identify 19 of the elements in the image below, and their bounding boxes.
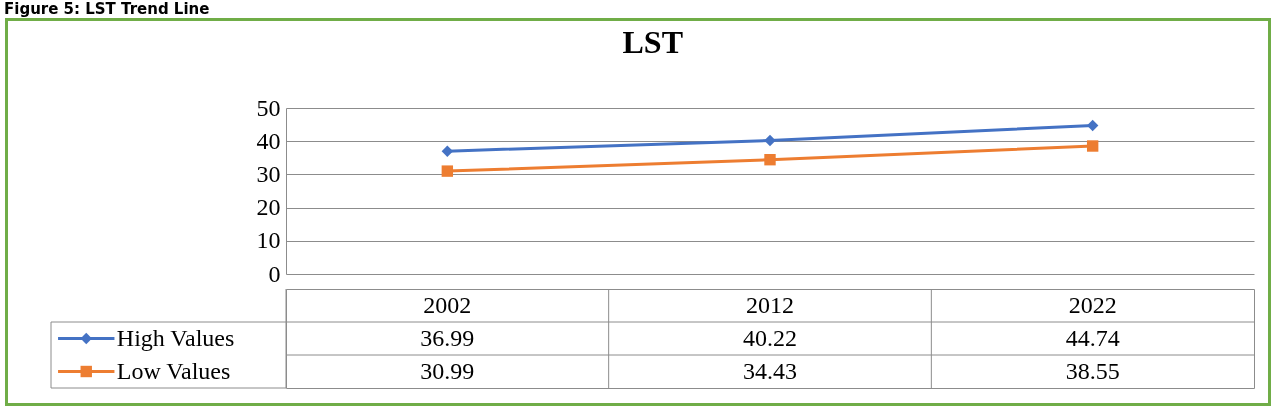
data-label: 38.55 [1065, 357, 1120, 384]
legend-label: Low Values [116, 357, 231, 384]
data-label: 44.74 [1065, 324, 1120, 351]
data-label: 40.22 [743, 324, 797, 351]
data-label: 36.99 [420, 324, 475, 351]
y-tick-label: 10 [256, 227, 281, 254]
y-tick-label: 20 [256, 194, 281, 221]
y-tick-label: 40 [256, 127, 281, 154]
data-label: 30.99 [420, 357, 475, 384]
y-tick-label: 30 [256, 160, 281, 187]
data-label: 34.43 [743, 357, 797, 384]
caption: Figure 5: LST Trend Line [3, 0, 211, 18]
y-tick-label: 50 [256, 94, 281, 121]
chart-title: LST [622, 24, 683, 60]
x-tick-label: 2002 [423, 291, 472, 318]
x-tick-label: 2012 [746, 291, 794, 318]
x-tick-label: 2022 [1068, 291, 1117, 318]
legend-label: High Values [116, 324, 235, 351]
y-tick-label: 0 [268, 260, 281, 287]
